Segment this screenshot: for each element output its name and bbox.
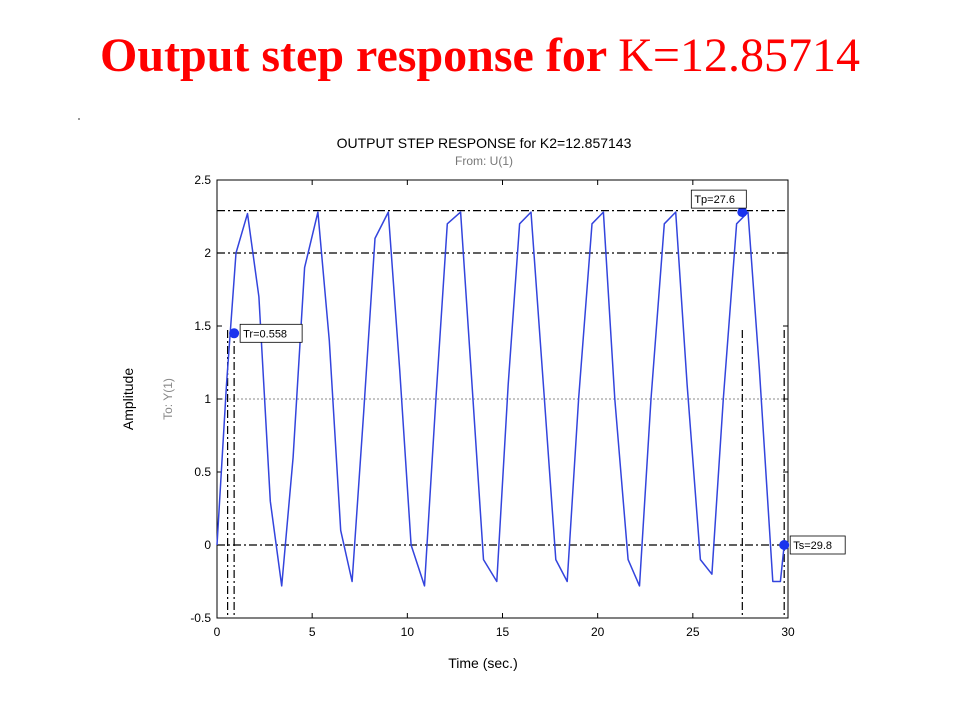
slide-title: Output step response for K=12.85714: [0, 28, 960, 83]
y-axis-sublabel: To: Y(1): [161, 378, 175, 420]
marker-point: [779, 540, 790, 550]
marker-label: Ts=29.8: [793, 540, 832, 552]
series-group: [216, 211, 785, 587]
chart-title: OUTPUT STEP RESPONSE for K2=12.857143: [337, 135, 632, 151]
x-tick-label: 20: [591, 625, 605, 639]
marker-group: Tr=0.558 Tp=27.6 Ts=29.8: [229, 189, 846, 555]
chart-subtitle: From: U(1): [455, 154, 513, 168]
y-tick-label: 2: [204, 246, 211, 260]
marker-point: [229, 328, 240, 339]
y-tick-label: 1.5: [194, 319, 211, 333]
reference-lines: [217, 210, 788, 618]
y-tick-label: -0.5: [190, 611, 211, 625]
y-tick-label: 2.5: [194, 173, 211, 187]
slide-title-bold: Output step response for: [99, 29, 619, 82]
y-axis-label: Amplitude: [120, 368, 136, 430]
x-tick-label: 30: [781, 625, 795, 639]
x-axis-label: Time (sec.): [448, 655, 517, 671]
response-line: [216, 211, 785, 587]
axis-ticks: 0 5 10 15 20 25 30-0.500.511.522.5: [190, 173, 795, 639]
y-tick-label: 0.5: [194, 465, 211, 479]
x-tick-label: 10: [401, 625, 415, 639]
x-tick-label: 25: [686, 625, 700, 639]
marker-label-box: [789, 535, 846, 555]
marker-label: Tr=0.558: [243, 328, 287, 340]
y-tick-label: 1: [204, 392, 211, 406]
slide-title-value: K=12.85714: [618, 29, 860, 82]
marker-label-box: [690, 189, 747, 209]
x-tick-label: 5: [309, 625, 316, 639]
marker-label-box: [239, 323, 303, 343]
x-tick-label: 15: [496, 625, 510, 639]
marker-point: [737, 207, 748, 218]
y-tick-label: 0: [204, 538, 211, 552]
x-tick-label: 0: [214, 625, 221, 639]
marker-label: Tp=27.6: [694, 194, 735, 206]
stray-dot: [78, 118, 80, 120]
